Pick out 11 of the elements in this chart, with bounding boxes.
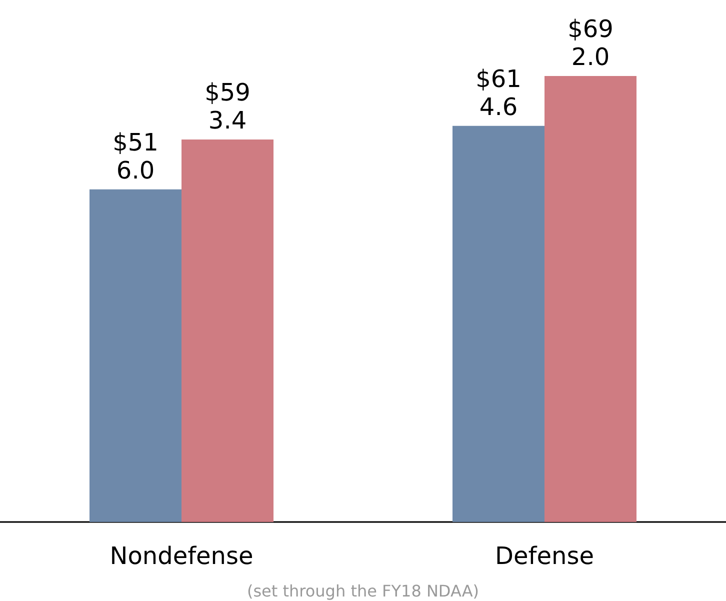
- x-tick-label: Nondefense: [110, 542, 254, 570]
- bar: [182, 140, 274, 522]
- data-label: $692.0: [568, 15, 614, 71]
- data-label: $614.6: [476, 64, 522, 121]
- data-label: $593.4: [204, 78, 250, 135]
- bar: [452, 126, 544, 522]
- data-label: $516.0: [112, 128, 158, 184]
- text: (set through the FY18 NDAA): [246, 582, 480, 600]
- x-tick-label: Defense: [495, 542, 594, 570]
- bar: [90, 189, 182, 522]
- bar: [544, 76, 636, 522]
